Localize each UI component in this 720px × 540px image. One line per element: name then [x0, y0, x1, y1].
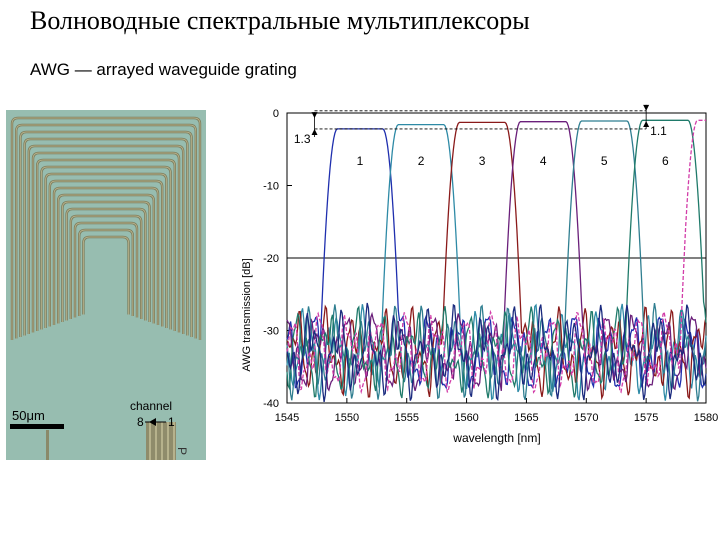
page-subtitle: AWG — arrayed waveguide grating [30, 60, 297, 79]
series-label-1: 1 [357, 154, 364, 168]
y-axis-label: AWG transmission [dB] [241, 258, 253, 371]
awg-micrograph: 50μm channel 8 1 P [6, 110, 206, 460]
series-line-4 [286, 121, 707, 392]
series-label-4: 4 [540, 154, 547, 168]
x-tick-label: 1575 [634, 412, 658, 424]
series-label-5: 5 [601, 154, 608, 168]
series-label-2: 2 [418, 154, 425, 168]
series-line-5 [286, 120, 707, 402]
scale-bar [10, 424, 64, 429]
x-tick-label: 1560 [454, 412, 478, 424]
awg-spectrum-chart: 1545 1550 1555 1560 1565 1570 1575 1580 0 -10 -20 -… [241, 104, 718, 445]
page-title: Волноводные спектральные мультиплексоры [30, 6, 530, 35]
y-tick-label: -30 [263, 326, 279, 338]
input-slab [92, 282, 120, 342]
y-tick-label: 0 [273, 108, 279, 120]
x-tick-label: 1550 [335, 412, 359, 424]
x-tick-label: 1545 [275, 412, 299, 424]
y-tick-label: -40 [263, 398, 279, 410]
x-tick-label: 1565 [514, 412, 538, 424]
channel-arrow-head [149, 418, 156, 426]
series-label-6: 6 [662, 154, 669, 168]
series-line-6 [286, 119, 707, 399]
series-label-3: 3 [479, 154, 486, 168]
corner-letter: P [175, 447, 189, 455]
y-tick-label: -20 [263, 253, 279, 265]
series-line-8 [286, 302, 707, 403]
x-tick-label: 1555 [394, 412, 418, 424]
x-tick-label: 1570 [574, 412, 598, 424]
channel-from-label: 8 [137, 415, 144, 429]
y-tick-label: -10 [263, 181, 279, 193]
annotation-label: 1.3 [294, 132, 311, 146]
series-line-3 [286, 121, 707, 401]
x-tick-label: 1580 [694, 412, 718, 424]
annotation-label: 1.1 [650, 124, 667, 138]
series-line-7 [286, 119, 706, 395]
waveguide-array [10, 116, 202, 340]
input-waveguide [46, 430, 49, 460]
x-axis-label: wavelength [nm] [452, 431, 540, 445]
channel-label: channel [130, 399, 172, 413]
scale-bar-label: 50μm [12, 408, 45, 423]
channel-to-label: 1 [168, 415, 175, 429]
output-waveguides [146, 422, 176, 460]
